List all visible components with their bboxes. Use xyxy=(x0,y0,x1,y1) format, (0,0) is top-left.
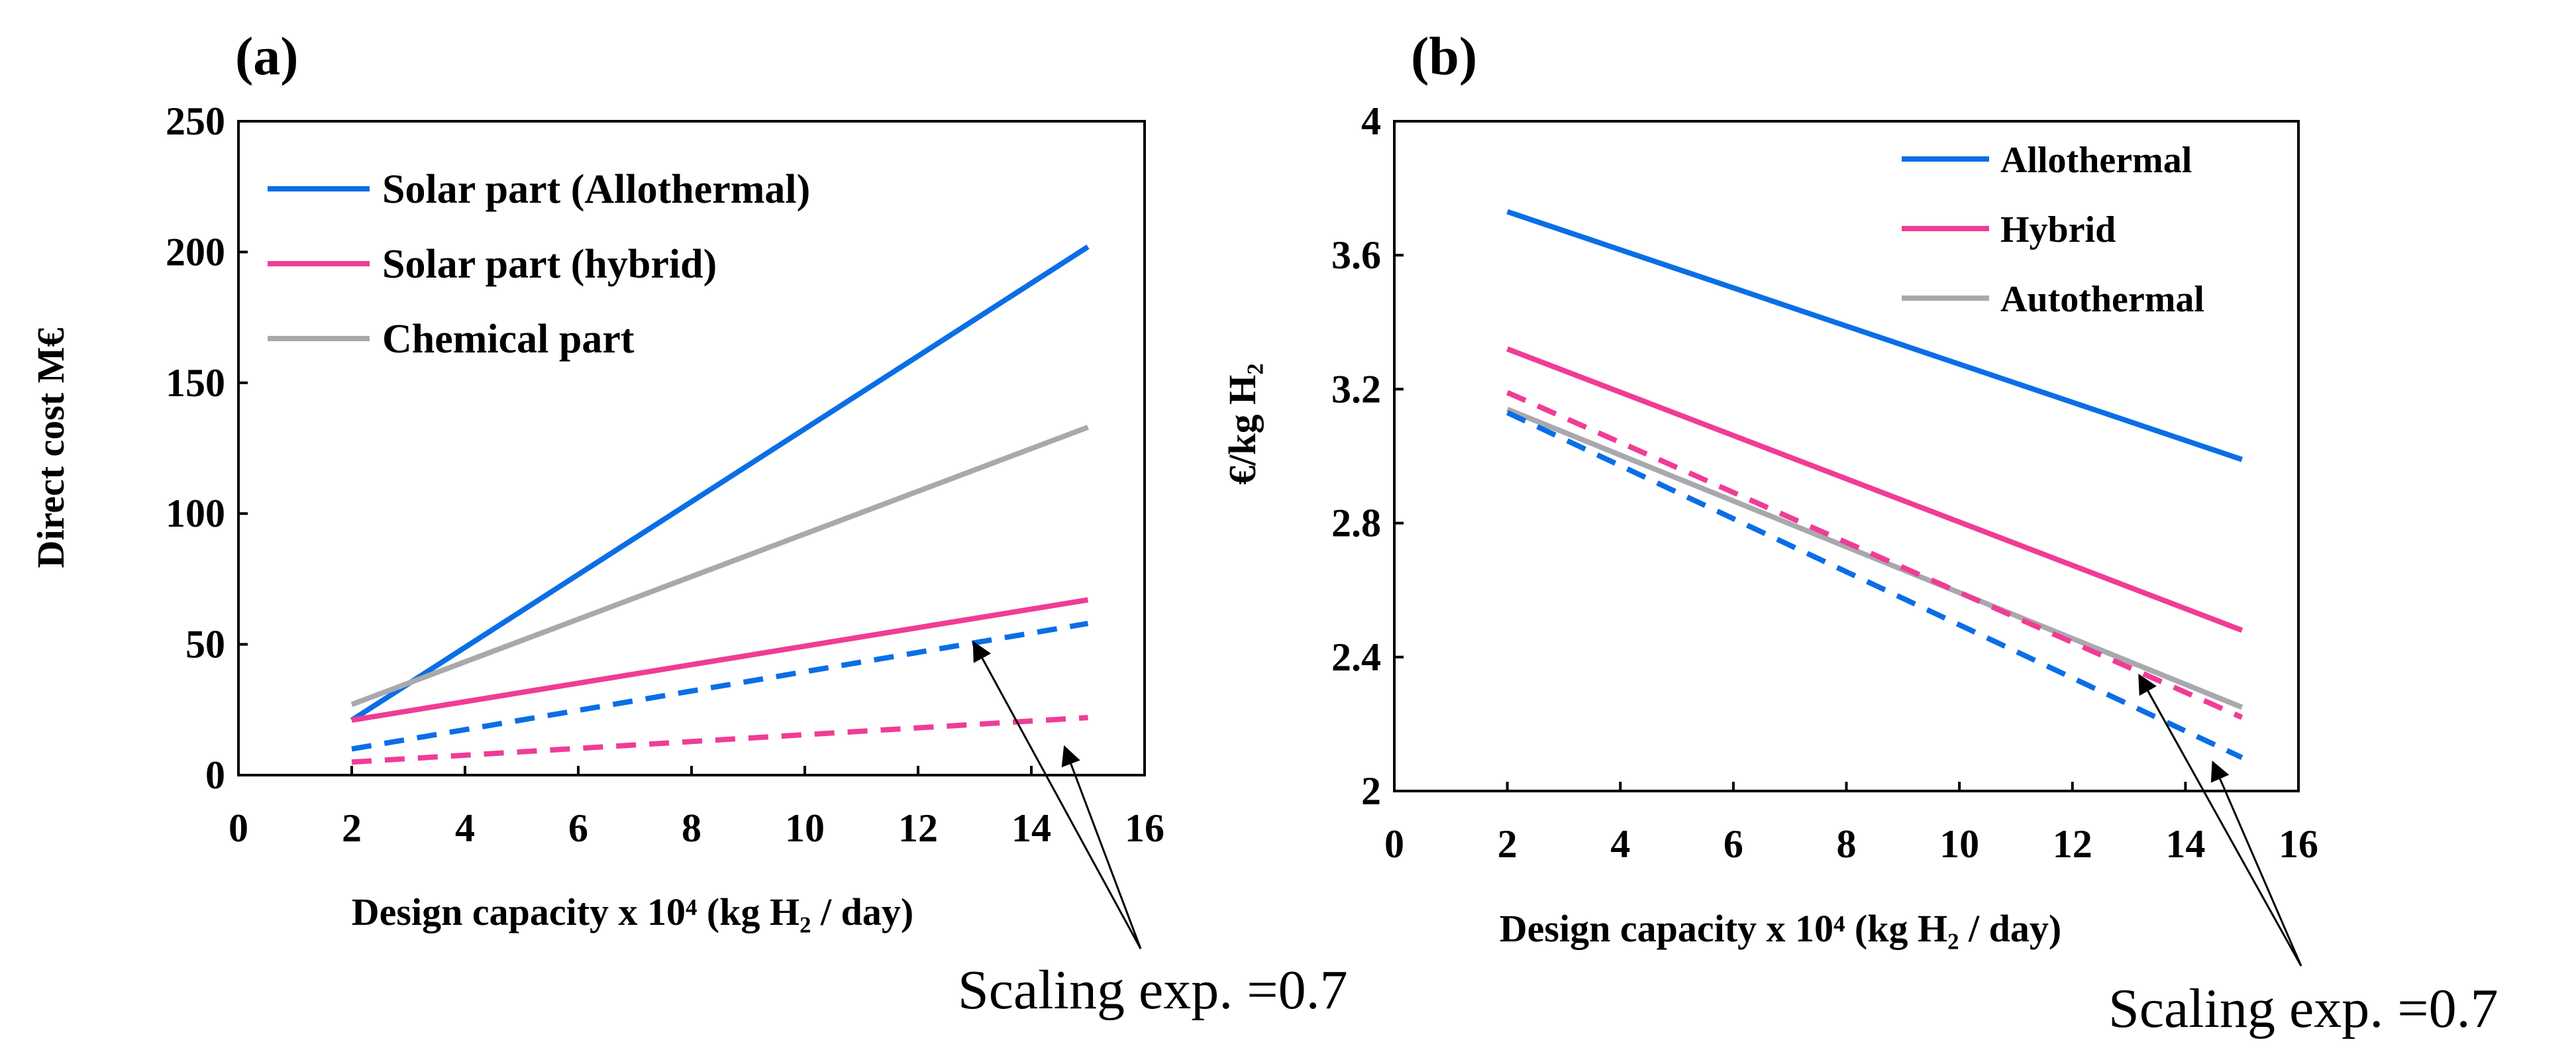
x-tick-label: 12 xyxy=(2053,822,2092,866)
x-tick-label: 12 xyxy=(898,806,938,850)
panel-b-annotation-arrow-1 xyxy=(2138,673,2302,967)
series-line-allothermal xyxy=(1506,209,2243,462)
y-tick-label: 250 xyxy=(166,99,225,143)
panel-b-series-group xyxy=(1506,209,2243,761)
panel-b-plot-area: 22.42.83.23.64 0 2 4 6 8 10 12 14 16 xyxy=(1331,99,2318,866)
panel-b-legend: Allothermal Hybrid Autothermal xyxy=(1902,140,2204,320)
y-tick-label: 3.6 xyxy=(1331,233,1381,277)
panel-a-legend: Solar part (Allothermal) Solar part (hyb… xyxy=(268,167,810,362)
panel-a-annotation-arrow-1 xyxy=(972,641,1142,949)
panel-a-legend-label-allothermal: Solar part (Allothermal) xyxy=(382,167,810,212)
series-line-solar-part-allothermal xyxy=(350,244,1090,723)
panel-b-legend-label-allothermal: Allothermal xyxy=(2000,140,2192,181)
panel-a-legend-label-chemical: Chemical part xyxy=(382,317,635,362)
panel-a-frame xyxy=(237,120,1146,776)
x-tick-label: 0 xyxy=(1384,822,1404,866)
panel-b-annotation: Scaling exp. =0.7 xyxy=(2108,673,2499,1039)
x-tick-label: 14 xyxy=(2165,822,2205,866)
panel-a-series-group xyxy=(350,244,1090,765)
y-tick-label: 2.8 xyxy=(1331,502,1381,545)
panel-b-legend-label-hybrid: Hybrid xyxy=(2000,209,2116,250)
series-line-allothermal-scaled xyxy=(1506,410,2243,761)
panel-b-x-axis: 0 2 4 6 8 10 12 14 16 xyxy=(1384,782,2318,866)
panel-a-annotation: Scaling exp. =0.7 xyxy=(958,641,1348,1021)
series-line-hybrid-scaled xyxy=(1506,390,2243,720)
y-tick-label: 2 xyxy=(1361,769,1381,813)
panel-a-y-axis: 0 50 100 150 200 250 xyxy=(166,99,248,797)
series-line-hybrid xyxy=(1506,346,2243,633)
x-tick-label: 10 xyxy=(1939,822,1979,866)
x-tick-label: 14 xyxy=(1011,806,1051,850)
series-line-solar-part-hybrid xyxy=(351,597,1089,723)
series-line-autothermal xyxy=(1506,407,2243,710)
panel-a: (a) 0 50 100 150 200 250 0 2 4 6 8 10 12 14 16 Direct… xyxy=(29,26,1348,1021)
x-tick-label: 2 xyxy=(342,806,362,850)
panel-a-annotation-text: Scaling exp. =0.7 xyxy=(958,959,1348,1021)
panel-b-y-axis: 2 2.4 2.8 3.2 3.6 4 xyxy=(1331,99,1404,813)
panel-a-x-axis: 0 2 4 6 8 10 12 14 16 xyxy=(229,766,1164,850)
panel-a-y-axis-title-text: Direct cost M€ xyxy=(29,328,72,568)
x-tick-label: 6 xyxy=(1724,822,1743,866)
y-tick-label: 0 xyxy=(205,753,225,797)
x-tick-label: 2 xyxy=(1498,822,1518,866)
panel-a-label: (a) xyxy=(235,26,299,86)
y-tick-label: 4 xyxy=(1361,99,1381,143)
panel-b-legend-label-autothermal: Autothermal xyxy=(2000,279,2204,320)
panel-a-y-axis-title: Direct cost M€ xyxy=(29,328,72,568)
y-tick-label: 150 xyxy=(166,361,225,405)
series-line-chemical-part xyxy=(350,425,1089,708)
panel-b-annotation-text: Scaling exp. =0.7 xyxy=(2108,978,2499,1039)
panel-b-y-axis-title: €/kg H₂ xyxy=(1221,363,1264,484)
x-tick-label: 16 xyxy=(1125,806,1164,850)
panel-a-x-axis-title: Design capacity x 10⁴ (kg H₂ / day) xyxy=(352,890,913,933)
x-tick-label: 4 xyxy=(1610,822,1630,866)
x-tick-label: 0 xyxy=(229,806,248,850)
panel-b-label: (b) xyxy=(1411,26,1477,86)
y-tick-label: 3.2 xyxy=(1331,367,1381,411)
panel-b-x-axis-title: Design capacity x 10⁴ (kg H₂ / day) xyxy=(1500,907,2061,950)
x-tick-label: 6 xyxy=(568,806,588,850)
y-tick-label: 200 xyxy=(166,230,225,274)
x-tick-label: 8 xyxy=(1837,822,1857,866)
panel-b: (b) 22.42.83.23.64 0 2 4 6 8 10 12 14 16 €/kg H₂… xyxy=(1221,26,2499,1039)
series-line-solar-part-hybrid-scaled xyxy=(351,715,1088,765)
x-tick-label: 8 xyxy=(682,806,701,850)
x-tick-label: 10 xyxy=(785,806,825,850)
x-tick-label: 16 xyxy=(2279,822,2318,866)
panel-a-plot-area: 0 50 100 150 200 250 0 2 4 6 8 10 12 14 16 xyxy=(166,99,1164,850)
panel-a-legend-label-hybrid: Solar part (hybrid) xyxy=(382,242,717,287)
panel-a-annotation-arrow-2 xyxy=(1061,745,1142,949)
y-tick-label: 100 xyxy=(166,492,225,535)
panel-b-annotation-arrow-2 xyxy=(2210,761,2302,967)
x-tick-label: 4 xyxy=(455,806,475,850)
y-tick-label: 50 xyxy=(185,623,225,666)
series-line-solar-part-allothermal-scaled xyxy=(351,621,1089,752)
y-tick-label: 2.4 xyxy=(1331,635,1381,679)
